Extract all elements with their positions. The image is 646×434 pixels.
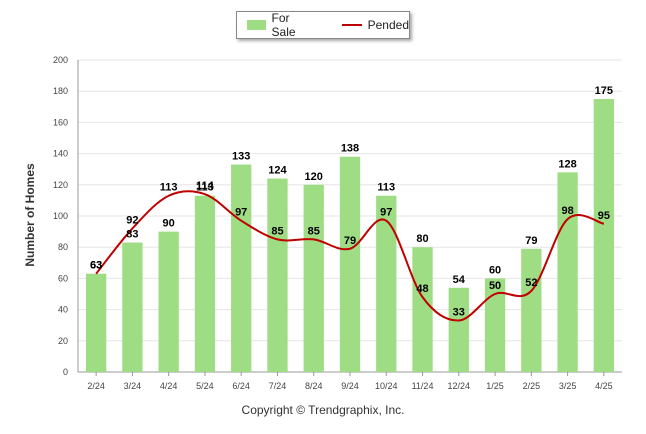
x-tick-label: 5/24 — [196, 381, 214, 391]
bar — [376, 195, 397, 372]
line-data-label: 114 — [196, 180, 215, 192]
x-tick-label: 2/24 — [87, 381, 105, 391]
bar — [339, 156, 361, 372]
chart-legend: For Sale Pended — [236, 11, 410, 39]
line-data-label: 52 — [525, 277, 537, 289]
bar — [448, 287, 469, 372]
line-data-label: 33 — [453, 307, 465, 319]
bar — [412, 247, 433, 372]
line-data-label: 95 — [598, 210, 610, 222]
y-tick-label: 80 — [58, 242, 68, 252]
y-tick-label: 20 — [58, 336, 68, 346]
bar-data-label: 120 — [305, 171, 323, 183]
bar — [267, 178, 288, 372]
y-axis-title: Number of Homes — [23, 163, 37, 267]
copyright-footer: Copyright © Trendgraphix, Inc. — [241, 403, 405, 417]
y-tick-label: 180 — [53, 86, 68, 96]
y-tick-label: 140 — [53, 149, 68, 159]
x-tick-label: 3/24 — [124, 381, 142, 391]
line-data-label: 97 — [235, 207, 247, 219]
bar-data-label: 113 — [196, 182, 214, 194]
bar — [158, 231, 179, 372]
bar-data-label: 113 — [377, 182, 395, 194]
line-data-label: 98 — [561, 205, 573, 217]
x-tick-label: 8/24 — [305, 381, 323, 391]
x-tick-label: 4/25 — [595, 381, 613, 391]
legend-label-pended: Pended — [367, 18, 409, 32]
line-data-label: 85 — [271, 225, 283, 237]
x-tick-label: 2/25 — [523, 381, 541, 391]
y-tick-label: 0 — [63, 367, 68, 377]
pended-line — [95, 190, 605, 322]
bar — [122, 242, 143, 372]
bar-data-label: 124 — [268, 165, 287, 177]
line-data-label: 113 — [160, 182, 178, 194]
x-tick-label: 6/24 — [232, 381, 250, 391]
y-tick-label: 160 — [53, 117, 68, 127]
x-tick-label: 3/25 — [559, 381, 577, 391]
bar-data-label: 138 — [341, 143, 359, 155]
line-data-label: 85 — [308, 225, 320, 237]
x-tick-label: 10/24 — [375, 381, 398, 391]
x-tick-label: 4/24 — [160, 381, 178, 391]
y-tick-label: 60 — [58, 273, 68, 283]
y-tick-label: 40 — [58, 305, 68, 315]
line-data-label: 97 — [380, 207, 392, 219]
bar-data-label: 80 — [416, 233, 428, 245]
bar — [194, 195, 216, 372]
bar-data-label: 90 — [163, 218, 175, 230]
bar-data-label: 133 — [232, 151, 250, 163]
legend-swatch-pended — [341, 24, 362, 26]
x-tick-label: 7/24 — [269, 381, 287, 391]
bar-data-label: 63 — [90, 260, 102, 272]
y-tick-label: 200 — [53, 55, 68, 65]
line-data-label: 48 — [416, 283, 428, 295]
legend-item-for-sale: For Sale — [247, 11, 314, 39]
bar-data-label: 54 — [453, 274, 466, 286]
bar-data-label: 83 — [126, 229, 138, 241]
line-data-label: 50 — [489, 280, 501, 292]
bar — [303, 184, 324, 372]
y-tick-label: 120 — [53, 180, 68, 190]
bar — [484, 278, 506, 372]
line-data-label: 79 — [344, 235, 356, 247]
x-tick-label: 1/25 — [486, 381, 504, 391]
legend-swatch-for-sale — [247, 20, 266, 30]
bar — [593, 99, 615, 372]
legend-item-pended: Pended — [341, 18, 409, 32]
bar-data-label: 128 — [558, 158, 576, 170]
bar — [557, 172, 578, 372]
y-tick-label: 100 — [53, 211, 68, 221]
x-tick-label: 12/24 — [448, 381, 471, 391]
bar-data-label: 79 — [525, 235, 537, 247]
x-tick-label: 11/24 — [412, 381, 434, 391]
bar — [231, 164, 252, 372]
bar-data-label: 175 — [595, 85, 613, 97]
line-data-label: 63 — [90, 260, 102, 272]
bar — [85, 273, 107, 372]
bar — [521, 248, 542, 372]
bar-data-label: 60 — [489, 264, 501, 276]
legend-label-for-sale: For Sale — [271, 11, 296, 39]
line-data-label: 92 — [126, 214, 138, 226]
x-tick-label: 9/24 — [341, 381, 359, 391]
